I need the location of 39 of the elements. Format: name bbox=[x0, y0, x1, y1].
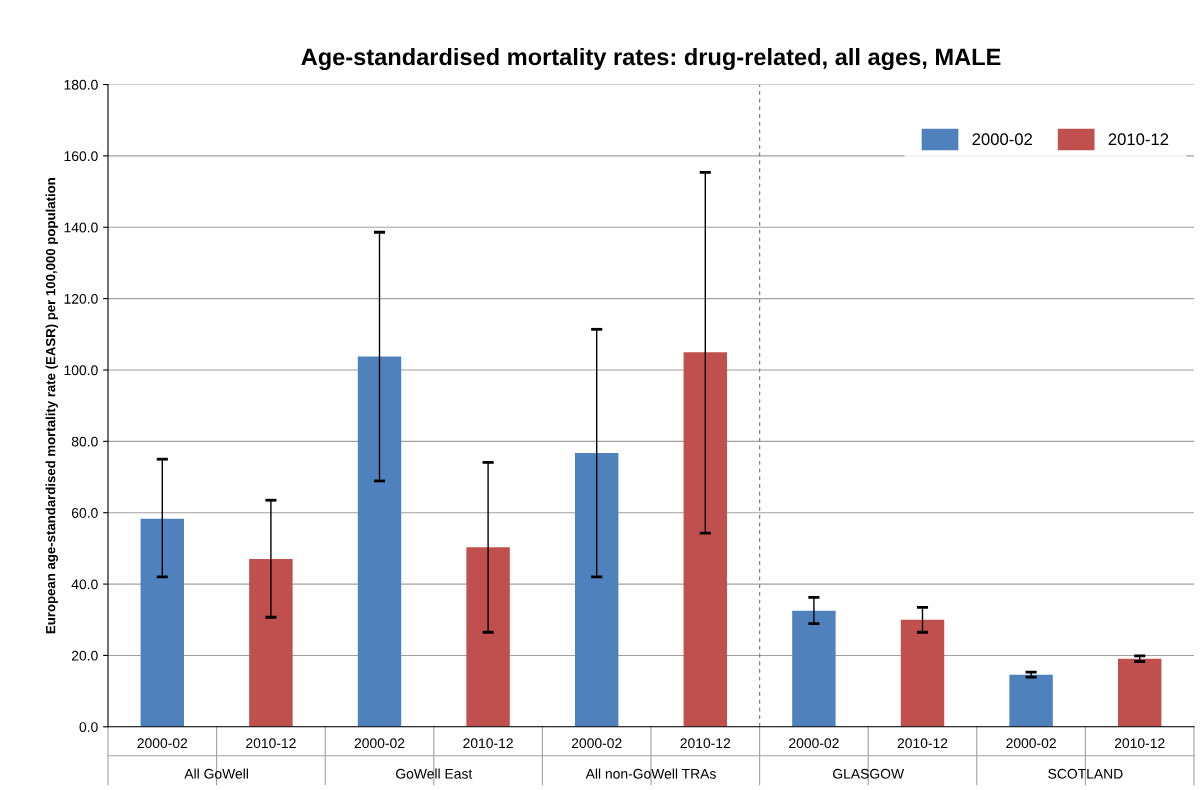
bar bbox=[792, 610, 836, 727]
x-tick-label: 2000-02 bbox=[571, 738, 622, 749]
y-tick-label: 0.0 bbox=[79, 722, 98, 732]
y-tick-label: 40.0 bbox=[71, 579, 98, 590]
x-tick-label: 2000-02 bbox=[137, 738, 188, 749]
bar bbox=[140, 518, 185, 727]
text: GLASGOW bbox=[833, 768, 905, 779]
y-tick-label: 140.0 bbox=[64, 222, 98, 233]
bar bbox=[1009, 674, 1053, 727]
x-tick-label: 2010-12 bbox=[246, 738, 296, 749]
text: GoWell East bbox=[396, 768, 473, 779]
bar bbox=[466, 547, 510, 727]
bar bbox=[249, 559, 293, 727]
y-tick-label: 120.0 bbox=[64, 293, 98, 304]
x-tick-label: 2010-12 bbox=[897, 738, 948, 749]
x-tick-label: 2000-02 bbox=[354, 738, 405, 749]
text: SCOTLAND bbox=[1048, 768, 1123, 779]
bar bbox=[900, 619, 945, 727]
y-tick-label: 80.0 bbox=[71, 436, 98, 447]
x-tick-label: 2010-12 bbox=[680, 738, 731, 749]
legend-label: 2010-12 bbox=[1108, 133, 1169, 146]
x-tick-label: 2010-12 bbox=[463, 738, 513, 749]
bar bbox=[1117, 658, 1162, 727]
y-tick-label: 60.0 bbox=[71, 508, 98, 518]
bar bbox=[574, 453, 619, 727]
bar bbox=[683, 352, 728, 727]
text: All non-GoWell TRAs bbox=[585, 768, 716, 779]
x-tick-label: 2000-02 bbox=[1006, 738, 1056, 749]
bar bbox=[357, 356, 402, 727]
x-tick-label: 2010-12 bbox=[1114, 738, 1165, 749]
y-tick-label: 180.0 bbox=[64, 79, 98, 90]
text: All GoWell bbox=[184, 768, 248, 779]
legend-label: 2000-02 bbox=[972, 133, 1033, 146]
chart-title: Age-standardised mortality rates: drug-related, all ages, MALE bbox=[301, 47, 1001, 71]
x-tick-label: 2000-02 bbox=[789, 738, 839, 749]
y-tick-label: 20.0 bbox=[71, 650, 98, 661]
y-tick-label: 100.0 bbox=[64, 365, 98, 376]
y-tick-label: 160.0 bbox=[64, 151, 98, 162]
y-axis-title: European age-standardised mortality rate (EASR) per 100,000 population bbox=[45, 178, 58, 634]
